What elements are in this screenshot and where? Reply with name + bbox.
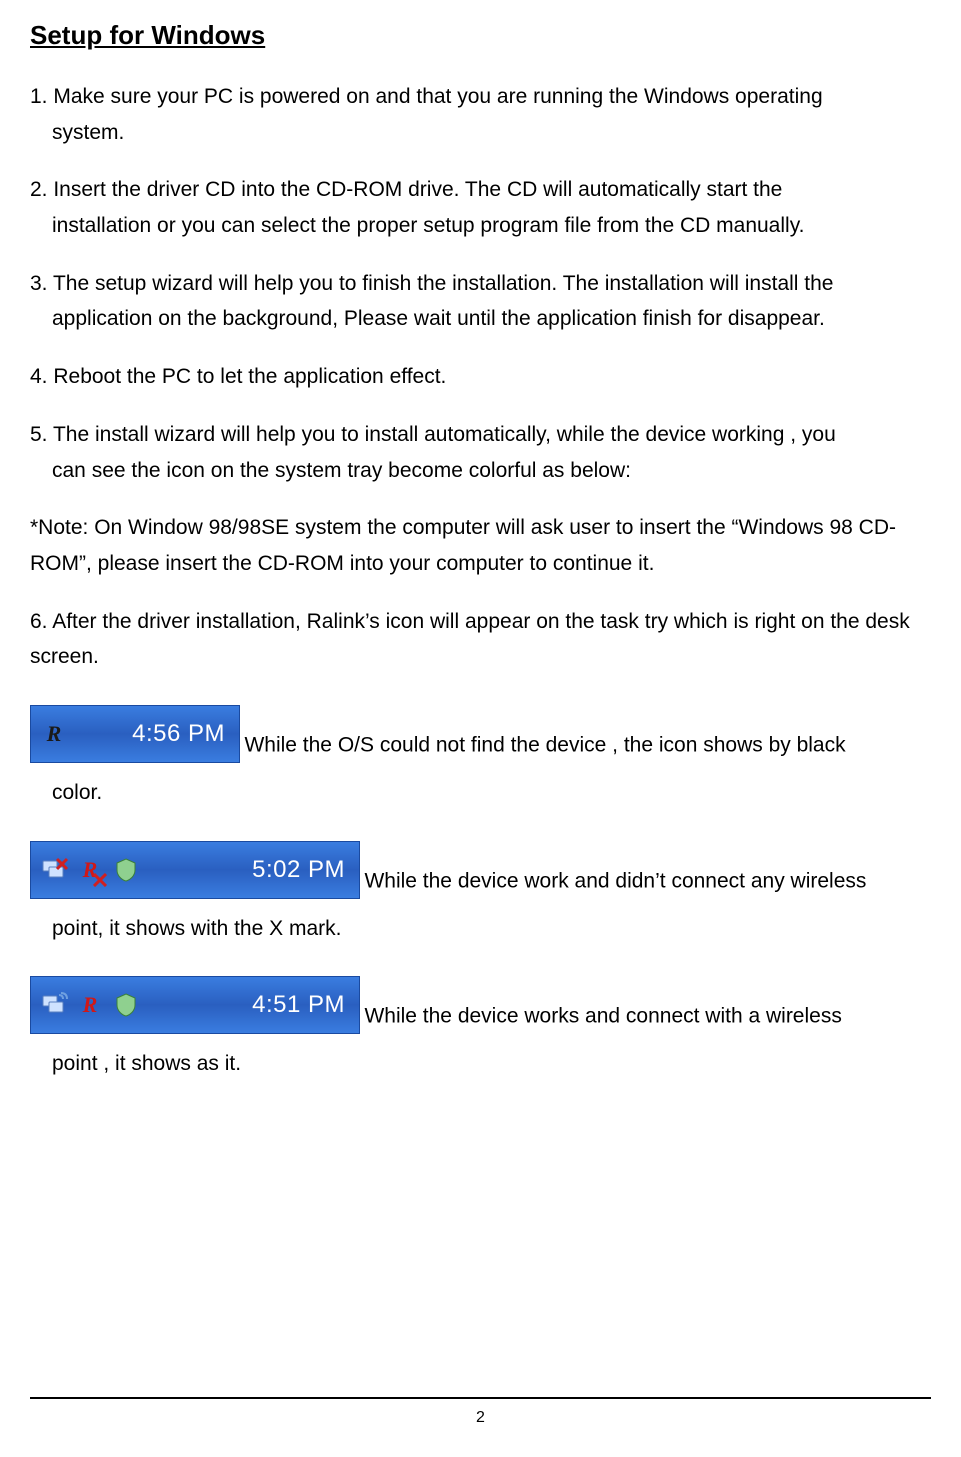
tray-1-caption-line2: color. — [52, 775, 931, 811]
systray-icons-1: R — [39, 719, 69, 749]
tray-2-caption-inline: While the device work and didn’t connect… — [364, 869, 866, 892]
page-number: 2 — [30, 1409, 931, 1427]
tray-example-2: R 5:02 PM While the device work and didn — [30, 841, 931, 947]
systray-not-found: R 4:56 PM — [30, 705, 240, 763]
step-5-line-2: can see the icon on the system tray beco… — [52, 459, 631, 482]
step-3-line-1: 3. The setup wizard will help you to fin… — [30, 272, 834, 295]
step-3: 3. The setup wizard will help you to fin… — [30, 266, 931, 337]
step-5: 5. The install wizard will help you to i… — [30, 417, 931, 488]
page-title: Setup for Windows — [30, 20, 931, 51]
tray-3-caption-line2: point , it shows as it. — [52, 1046, 931, 1082]
step-6: 6. After the driver installation, Ralink… — [30, 604, 931, 675]
step-5-line-1: 5. The install wizard will help you to i… — [30, 423, 836, 446]
shield-icon — [111, 855, 141, 885]
systray-icons-3: R — [39, 990, 141, 1020]
tray-example-3: R 4:51 PM While the device works and con… — [30, 976, 931, 1082]
ralink-icon-black: R — [39, 719, 69, 749]
tray-3-caption-inline: While the device works and connect with … — [364, 1005, 841, 1028]
step-2-line-2: installation or you can select the prope… — [52, 214, 804, 237]
step-4: 4. Reboot the PC to let the application … — [30, 359, 931, 395]
tray-2-caption-line2: point, it shows with the X mark. — [52, 911, 931, 947]
systray-icons-2: R — [39, 855, 141, 885]
step-2-line-1: 2. Insert the driver CD into the CD-ROM … — [30, 178, 782, 201]
systray-time-3: 4:51 PM — [252, 991, 345, 1019]
shield-icon-2 — [111, 990, 141, 1020]
note: *Note: On Window 98/98SE system the comp… — [30, 510, 931, 581]
step-1-line-2: system. — [52, 121, 124, 144]
tray-1-caption-inline: While the O/S could not find the device … — [244, 733, 845, 756]
document-page: Setup for Windows 1. Make sure your PC i… — [0, 0, 961, 1457]
footer-divider — [30, 1397, 931, 1399]
network-icon-connected — [39, 990, 69, 1020]
step-1: 1. Make sure your PC is powered on and t… — [30, 79, 931, 150]
step-1-line-1: 1. Make sure your PC is powered on and t… — [30, 85, 823, 108]
systray-time-1: 4:56 PM — [132, 720, 225, 748]
tray-example-1: R 4:56 PM While the O/S could not find t… — [30, 705, 931, 811]
step-3-line-2: application on the background, Please wa… — [52, 307, 825, 330]
ralink-icon-red-x: R — [75, 855, 105, 885]
systray-time-2: 5:02 PM — [252, 856, 345, 884]
systray-connected: R 4:51 PM — [30, 976, 360, 1034]
systray-not-connected: R 5:02 PM — [30, 841, 360, 899]
ralink-icon-red: R — [75, 990, 105, 1020]
step-2: 2. Insert the driver CD into the CD-ROM … — [30, 172, 931, 243]
page-footer: 2 — [30, 1397, 931, 1427]
network-icon-disconnected — [39, 855, 69, 885]
